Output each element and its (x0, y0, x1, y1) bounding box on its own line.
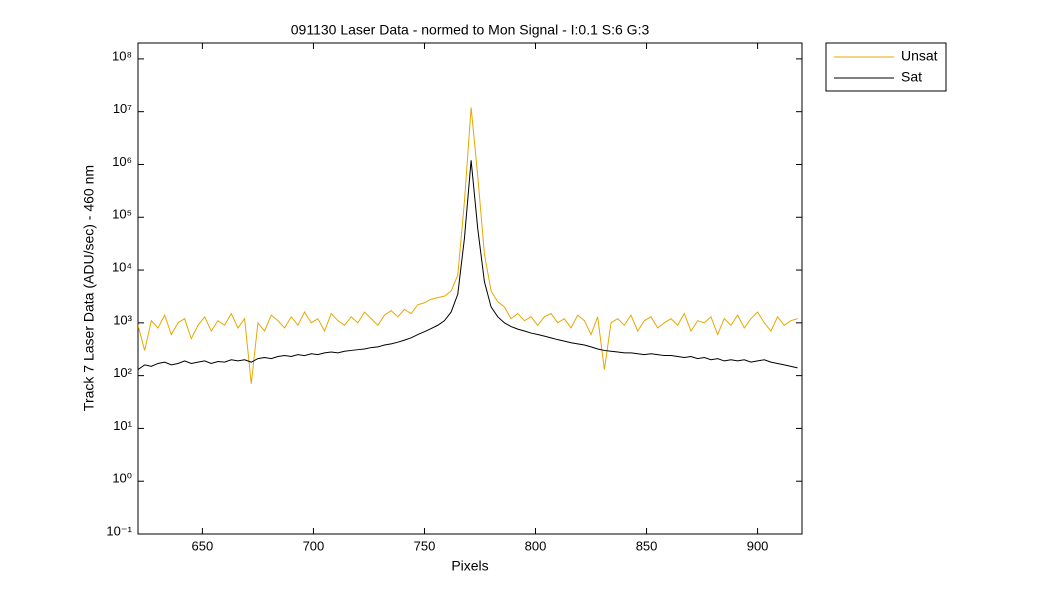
x-tick-label: 900 (747, 538, 769, 553)
y-tick-label: 10³ (113, 312, 132, 327)
x-tick-label: 850 (636, 538, 658, 553)
y-tick-label: 10¹ (113, 418, 132, 433)
y-tick-label: 10⁴ (112, 259, 132, 274)
x-tick-label: 800 (525, 538, 547, 553)
y-tick-label: 10² (113, 365, 132, 380)
x-tick-label: 650 (192, 538, 214, 553)
y-axis-label: Track 7 Laser Data (ADU/sec) - 460 nm (81, 165, 97, 411)
data-line (138, 107, 798, 384)
y-tick-label: 10⁸ (112, 48, 132, 63)
x-axis-label: Pixels (451, 558, 488, 574)
legend-label: Unsat (901, 48, 938, 64)
chart-title: 091130 Laser Data - normed to Mon Signal… (291, 22, 650, 38)
legend (825, 42, 947, 92)
y-tick-label: 10⁷ (113, 101, 132, 116)
y-tick-label: 10⁵ (112, 207, 132, 222)
legend-label: Sat (901, 69, 922, 85)
y-tick-label: 10⁰ (112, 471, 132, 486)
x-tick-label: 700 (303, 538, 325, 553)
data-line (138, 160, 798, 371)
y-tick-label: 10⁶ (112, 154, 132, 169)
y-tick-label: 10⁻¹ (106, 523, 132, 538)
x-tick-label: 750 (414, 538, 436, 553)
